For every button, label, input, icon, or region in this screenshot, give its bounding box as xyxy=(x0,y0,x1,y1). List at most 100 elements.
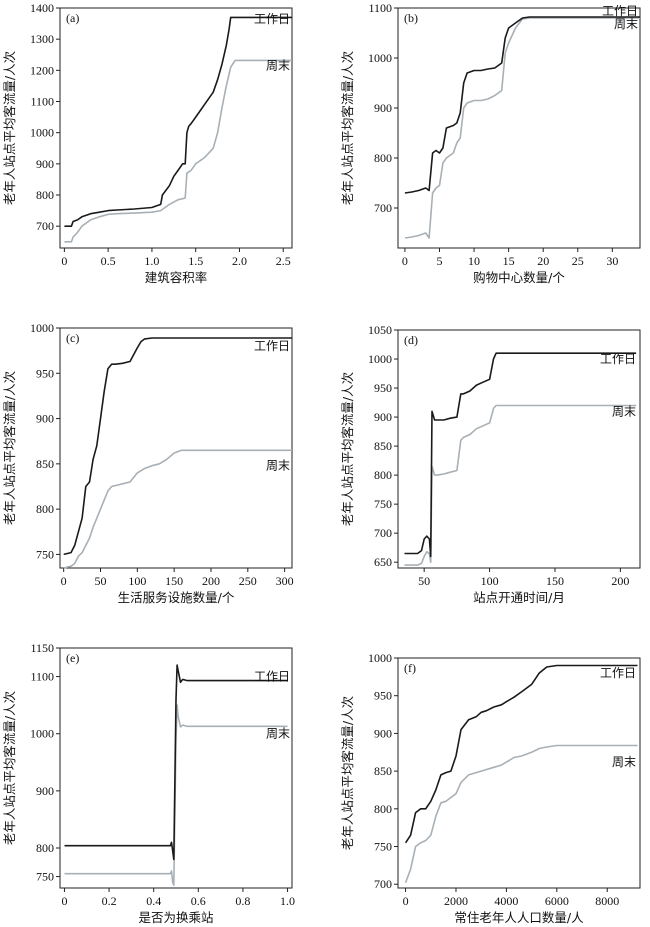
y-tick-label: 800 xyxy=(374,468,392,482)
panel-f: 0 2000 4000 6000 8000 700 750 800 850 900 950 1000 (… xyxy=(340,651,641,925)
series-line-workday xyxy=(404,16,640,194)
y-tick-label: 1000 xyxy=(30,126,54,140)
x-tick-label: 0.2 xyxy=(102,894,117,908)
legend-weekend: 周末 xyxy=(614,17,638,31)
legend-workday: 工作日 xyxy=(602,4,638,18)
plot-frame xyxy=(59,327,293,569)
y-tick-label: 750 xyxy=(36,870,54,884)
x-tick-label: 1.5 xyxy=(188,254,203,268)
legend-weekend: 周末 xyxy=(612,404,636,418)
y-tick-label: 950 xyxy=(374,381,392,395)
x-tick-label: 0 xyxy=(61,894,67,908)
x-tick-label: 8000 xyxy=(595,894,619,908)
x-tick-label: 15 xyxy=(503,254,515,268)
panel-label: (e) xyxy=(66,651,79,665)
x-tick-label: 100 xyxy=(128,574,146,588)
y-tick-label: 800 xyxy=(374,151,392,165)
y-tick-label: 800 xyxy=(36,841,54,855)
x-tick-label: 0 xyxy=(402,254,408,268)
legend-workday: 工作日 xyxy=(254,12,290,26)
y-tick-label: 850 xyxy=(36,457,54,471)
x-tick-label: 50 xyxy=(418,574,430,588)
legend-weekend: 周末 xyxy=(266,727,290,741)
plot-frame xyxy=(397,657,641,889)
plot-frame xyxy=(59,647,293,889)
y-tick-label: 750 xyxy=(374,497,392,511)
y-tick-label: 900 xyxy=(374,101,392,115)
panel-label: (b) xyxy=(404,11,418,25)
x-axis-label: 建筑容积率 xyxy=(145,270,208,285)
y-tick-label: 1000 xyxy=(368,352,392,366)
series-line-weekend xyxy=(64,59,292,243)
y-tick-label: 850 xyxy=(374,764,392,778)
x-tick-label: 150 xyxy=(546,574,564,588)
x-tick-label: 0.4 xyxy=(146,894,161,908)
plot-frame xyxy=(59,7,293,249)
y-tick-label: 1000 xyxy=(368,651,392,665)
series-line-weekend xyxy=(404,744,638,883)
panel-a: 0 0.5 1.0 1.5 2.0 2.5 700 800 900 1000 1100 1200 130… xyxy=(2,1,293,285)
x-tick-label: 25 xyxy=(572,254,584,268)
legend-workday: 工作日 xyxy=(600,666,636,680)
panel-c: 0 50 100 150 200 250 300 750 800 850 900 950 1000 (c)… xyxy=(2,321,294,605)
y-tick-label: 900 xyxy=(36,784,54,798)
y-tick-label: 700 xyxy=(374,201,392,215)
y-tick-label: 1400 xyxy=(30,1,54,15)
y-tick-label: 1100 xyxy=(368,1,392,15)
series-line-workday xyxy=(404,352,637,558)
x-tick-label: 5 xyxy=(436,254,442,268)
series-line-workday xyxy=(63,337,292,556)
x-axis-label: 是否为换乘站 xyxy=(138,910,213,925)
y-tick-label: 650 xyxy=(374,555,392,569)
x-tick-label: 0 xyxy=(61,254,67,268)
series-line-workday xyxy=(64,16,292,227)
panel-e: 0 0.2 0.4 0.6 0.8 1.0 750 800 900 1000 1100 1150 (e)… xyxy=(2,641,295,925)
x-tick-label: 1.0 xyxy=(280,894,295,908)
y-tick-label: 950 xyxy=(374,689,392,703)
x-tick-label: 0 xyxy=(403,894,409,908)
legend-weekend: 周末 xyxy=(612,755,636,769)
y-tick-label: 1100 xyxy=(30,95,54,109)
y-tick-label: 1000 xyxy=(368,51,392,65)
x-tick-label: 20 xyxy=(537,254,549,268)
y-tick-label: 1050 xyxy=(368,323,392,337)
y-axis-label: 老年人站点平均客流量/人次 xyxy=(2,51,17,205)
y-tick-label: 950 xyxy=(36,366,54,380)
x-tick-label: 1.0 xyxy=(144,254,159,268)
y-tick-label: 900 xyxy=(36,157,54,171)
x-tick-label: 4000 xyxy=(494,894,518,908)
x-tick-label: 150 xyxy=(165,574,183,588)
y-axis-label: 老年人站点平均客流量/人次 xyxy=(2,371,17,525)
y-tick-label: 750 xyxy=(36,547,54,561)
series-line-weekend xyxy=(404,17,640,239)
series-line-workday xyxy=(404,664,638,844)
x-tick-label: 0.5 xyxy=(101,254,116,268)
y-tick-label: 1000 xyxy=(30,727,54,741)
series-line-weekend xyxy=(404,404,637,566)
x-axis-label: 购物中心数量/个 xyxy=(473,270,565,285)
x-tick-label: 0 xyxy=(61,574,67,588)
y-tick-label: 1000 xyxy=(30,321,54,335)
y-axis-label: 老年人站点平均客流量/人次 xyxy=(340,372,355,526)
x-tick-label: 2.5 xyxy=(276,254,291,268)
x-tick-label: 200 xyxy=(611,574,629,588)
x-tick-label: 300 xyxy=(276,574,294,588)
y-tick-label: 1200 xyxy=(30,63,54,77)
y-tick-label: 1300 xyxy=(30,32,54,46)
x-tick-label: 6000 xyxy=(545,894,569,908)
x-tick-label: 30 xyxy=(606,254,618,268)
x-axis-label: 常住老年人人口数量/人 xyxy=(454,910,584,925)
y-tick-label: 800 xyxy=(36,502,54,516)
legend-weekend: 周末 xyxy=(266,59,290,73)
y-axis-label: 老年人站点平均客流量/人次 xyxy=(2,691,17,845)
series-line-weekend xyxy=(64,704,288,886)
y-tick-label: 700 xyxy=(374,877,392,891)
legend-workday: 工作日 xyxy=(254,339,290,353)
panel-b: 0 5 10 15 20 25 30 700 800 900 1000 1100 (b) 购物中心数量/个… xyxy=(340,1,641,285)
x-tick-label: 50 xyxy=(95,574,107,588)
y-tick-label: 850 xyxy=(374,439,392,453)
y-tick-label: 1100 xyxy=(30,670,54,684)
x-tick-label: 0.6 xyxy=(191,894,206,908)
series-line-workday xyxy=(64,664,288,861)
